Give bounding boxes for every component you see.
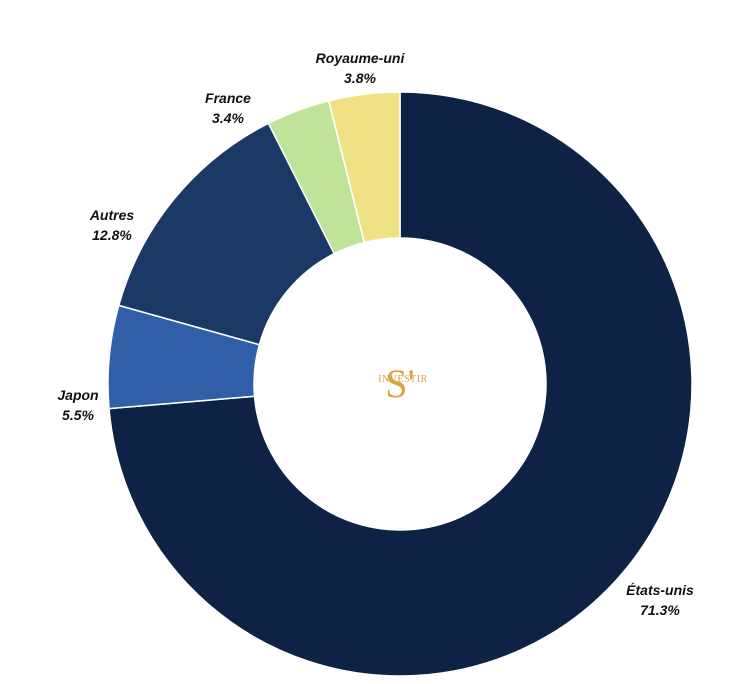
slice-value-label: 5.5% xyxy=(62,407,94,423)
labels-group: États-unis 71.3% Japon 5.5% Autres 12.8% Franc… xyxy=(57,50,694,618)
slice-value-label: 3.8% xyxy=(344,70,376,86)
slice-label: Japon xyxy=(57,387,98,403)
slice-autres xyxy=(117,122,336,346)
slice-value-label: 3.4% xyxy=(212,110,244,126)
slice-label: Royaume-uni xyxy=(316,50,406,66)
slice-royaume-uni xyxy=(327,91,401,244)
center-logo: S' INVESTIR xyxy=(378,361,428,406)
slices-group xyxy=(107,91,693,677)
slice-value-label: 71.3% xyxy=(640,602,680,618)
slice-tats-unis xyxy=(108,91,693,677)
slice-value-label: 12.8% xyxy=(92,227,132,243)
slice-label: France xyxy=(205,90,251,106)
slice-label: Autres xyxy=(89,207,135,223)
slice-label: États-unis xyxy=(626,582,694,598)
logo-text: INVESTIR xyxy=(378,374,428,385)
logo-mark: S' xyxy=(385,361,414,406)
